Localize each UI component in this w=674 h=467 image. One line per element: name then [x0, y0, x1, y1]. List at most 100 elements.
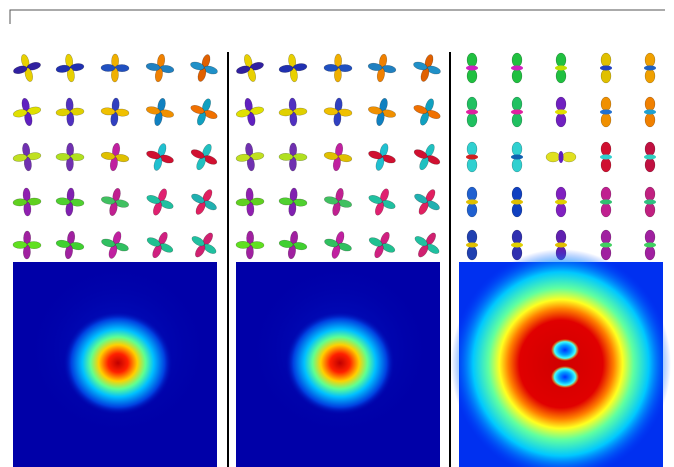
lobe: [644, 243, 656, 248]
lobe: [601, 230, 611, 244]
lobe: [600, 66, 612, 71]
orbital: [600, 230, 612, 260]
lobe: [645, 203, 655, 217]
lobe: [546, 152, 560, 162]
orbital: [101, 54, 129, 82]
orbital: [279, 143, 307, 171]
lobe: [466, 243, 478, 248]
lobe: [467, 203, 477, 217]
orbital: [600, 142, 612, 172]
orbital: [234, 141, 265, 172]
orbital: [142, 184, 178, 220]
orbital: [278, 187, 308, 217]
lobe: [644, 66, 656, 71]
orbital: [143, 95, 177, 129]
lobe: [601, 97, 611, 111]
orbital: [466, 142, 478, 172]
orbital: [600, 53, 612, 83]
orbital: [55, 187, 85, 217]
lobe: [645, 142, 655, 156]
lobe: [645, 158, 655, 172]
orbital: [466, 97, 478, 127]
lobe: [467, 113, 477, 127]
orbital: [56, 143, 84, 171]
lobe: [644, 110, 656, 115]
lobe: [555, 110, 567, 115]
lobe: [324, 64, 338, 71]
orbital: [466, 230, 478, 260]
lobe: [511, 110, 523, 115]
orbital: [511, 97, 523, 127]
lobe: [600, 110, 612, 115]
orbital: [324, 54, 352, 82]
orbital: [100, 97, 130, 127]
orbital: [511, 142, 523, 172]
lobe: [466, 155, 478, 160]
orbital: [144, 52, 176, 84]
orbital: [409, 94, 445, 130]
lobe: [101, 64, 115, 71]
lobe: [645, 187, 655, 201]
orbital: [10, 51, 44, 85]
lobe: [559, 151, 564, 163]
lobe: [601, 69, 611, 83]
orbital: [410, 51, 445, 86]
lobe: [562, 152, 576, 162]
lobe: [601, 142, 611, 156]
lobe: [512, 53, 522, 67]
orbital: [555, 97, 567, 127]
orbital: [235, 187, 264, 216]
lobe: [512, 113, 522, 127]
lobe: [645, 97, 655, 111]
orbital: [511, 187, 523, 217]
orbital: [365, 95, 399, 129]
lobe: [511, 66, 523, 71]
orbital: [233, 51, 267, 85]
lobe: [467, 158, 477, 172]
page: (() => { const data = JSON.parse(documen…: [0, 0, 674, 467]
lobe: [556, 69, 566, 83]
heatmap: [236, 260, 440, 467]
orbital: [278, 97, 307, 126]
orbital: [277, 52, 308, 83]
lobe: [556, 97, 566, 111]
orbital: [408, 226, 447, 265]
lobe: [512, 230, 522, 244]
orbital: [234, 96, 267, 129]
lobe: [512, 142, 522, 156]
orbital: [54, 52, 85, 83]
lobe: [601, 53, 611, 67]
lobe: [467, 97, 477, 111]
orbital: [321, 228, 356, 263]
orbital: [408, 183, 446, 221]
lobe: [645, 246, 655, 260]
heatmap: [451, 249, 671, 467]
orbital: [13, 231, 41, 259]
orbital: [363, 226, 400, 263]
lobe: [556, 187, 566, 201]
lobe: [601, 158, 611, 172]
lobe: [236, 241, 250, 248]
orbital: [644, 53, 656, 83]
orbital: [321, 185, 355, 219]
orbital: [323, 97, 353, 127]
lobe: [645, 53, 655, 67]
lobe: [601, 187, 611, 201]
orbital: [555, 53, 567, 83]
lobe: [601, 113, 611, 127]
lobe: [512, 187, 522, 201]
orbital: [644, 97, 656, 127]
lobe: [556, 203, 566, 217]
orbital: [54, 229, 86, 261]
orbital: [511, 230, 523, 260]
lobe: [512, 158, 522, 172]
orbital: [55, 97, 84, 126]
orbital: [600, 97, 612, 127]
orbital: [11, 96, 44, 129]
orbital: [186, 94, 222, 130]
orbital: [644, 142, 656, 172]
lobe: [466, 66, 478, 71]
lobe: [467, 69, 477, 83]
orbital: [600, 187, 612, 217]
orbital: [12, 187, 41, 216]
